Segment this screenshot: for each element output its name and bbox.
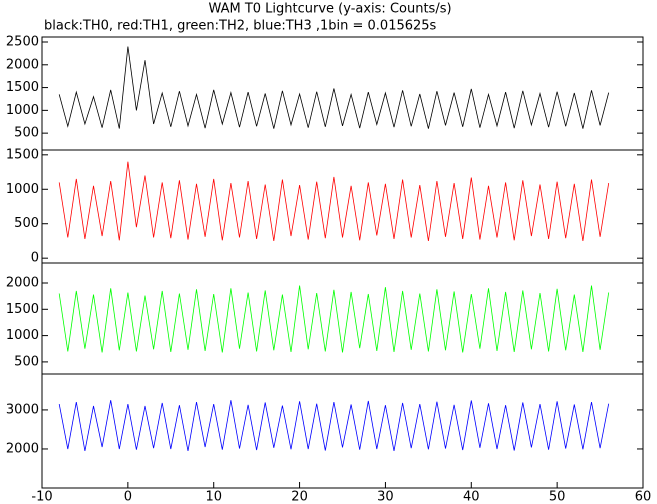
y-tick-label: 2000 xyxy=(6,441,39,456)
y-tick-label: 2000 xyxy=(6,275,39,290)
series-line xyxy=(58,400,610,451)
y-tick-label: 500 xyxy=(14,354,39,369)
y-tick-label: 1000 xyxy=(6,103,39,118)
x-tick-label: 30 xyxy=(377,490,394,504)
series-line xyxy=(58,46,610,129)
panel-frame xyxy=(41,373,644,489)
y-tick-label: 1500 xyxy=(6,302,39,317)
y-tick-label: 2500 xyxy=(6,35,39,50)
x-tick-label: 0 xyxy=(124,490,132,504)
x-tick-label: 40 xyxy=(463,490,480,504)
y-tick-label: 0 xyxy=(31,251,39,266)
x-tick-label: 20 xyxy=(291,490,308,504)
y-tick-label: 2000 xyxy=(6,57,39,72)
y-tick-label: 500 xyxy=(14,126,39,141)
x-tick-label: 50 xyxy=(549,490,566,504)
x-tick-label: 60 xyxy=(635,490,652,504)
panel-frame xyxy=(41,36,644,151)
y-tick-label: 1500 xyxy=(6,80,39,95)
y-tick-label: 1000 xyxy=(6,328,39,343)
x-tick-label: -10 xyxy=(31,490,52,504)
series-line xyxy=(58,285,610,353)
y-tick-label: 3000 xyxy=(6,402,39,417)
series-line xyxy=(58,161,610,242)
y-tick-label: 1000 xyxy=(6,182,39,197)
chart-subtitle: black:TH0, red:TH1, green:TH2, blue:TH3 … xyxy=(44,19,437,34)
panel-frame xyxy=(41,149,644,264)
y-tick-label: 1500 xyxy=(6,147,39,162)
y-tick-label: 500 xyxy=(14,216,39,231)
x-tick-label: 10 xyxy=(205,490,222,504)
chart-title: WAM T0 Lightcurve (y-axis: Counts/s) xyxy=(208,2,451,17)
